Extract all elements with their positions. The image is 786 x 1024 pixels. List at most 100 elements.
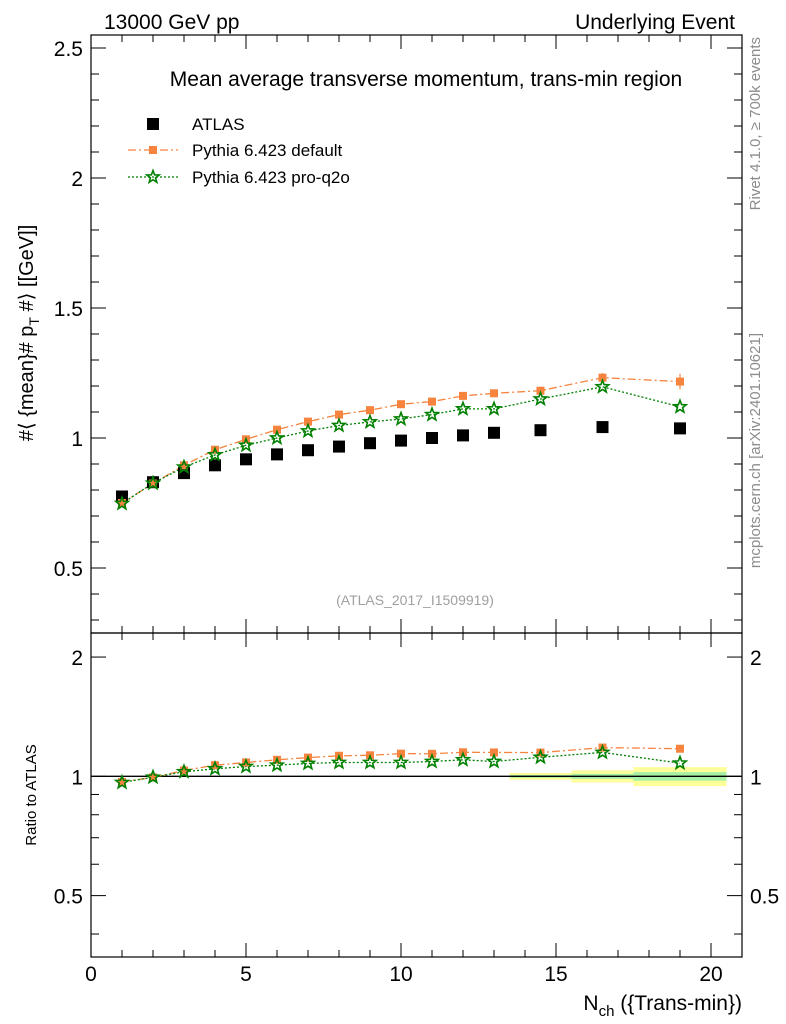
pythia-proq2o-point: [237, 436, 255, 453]
atlas-data-point: [534, 424, 547, 437]
series-line-1: [121, 377, 681, 504]
atlas-data-point: [488, 426, 500, 439]
x-tick-label: 20: [699, 963, 722, 986]
pythia-proq2o-point: [392, 753, 410, 770]
pythia-default-point: [598, 373, 607, 382]
pythia-proq2o-point: [594, 377, 611, 394]
main-y-tick-label: 1.5: [54, 298, 83, 321]
pythia-default-point: [149, 773, 157, 782]
pythia-default-point: [397, 749, 405, 758]
pythia-proq2o-point: [206, 759, 224, 776]
pythia-default-point: [304, 417, 312, 426]
pythia-proq2o-point: [423, 405, 441, 422]
pythia-proq2o-point: [144, 474, 162, 491]
x-tick-label: 10: [389, 963, 412, 986]
pythia-proq2o-point: [361, 413, 379, 429]
rivet-label: Rivet 4.1.0, ≥ 700k events: [747, 37, 764, 210]
pythia-proq2o-point: [423, 752, 441, 769]
process-label: Underlying Event: [575, 11, 735, 34]
pythia-proq2o-point: [268, 756, 286, 773]
y-label-tail: #⟩ [[GeV]]: [16, 225, 38, 317]
legend-entry-label: ATLAS: [192, 115, 245, 134]
atlas-data-point: [364, 437, 376, 450]
ratio-axis-ticks: 0 5 10 15 20 0.5 0.5 1 1 2 2: [54, 633, 779, 986]
pythia-default-point: [180, 461, 188, 470]
ratio-y-tick-label-right: 2: [750, 647, 762, 670]
y-label-subscript: T: [26, 317, 42, 326]
pythia-proq2o-point: [299, 422, 317, 439]
legend: ATLAS Pythia 6.423 default Pythia 6.423 pr…: [128, 115, 350, 187]
pythia-default-point: [149, 146, 157, 154]
pythia-proq2o-point: [268, 429, 286, 446]
pythia-proq2o-point: [144, 768, 162, 785]
pythia-default-point: [366, 406, 374, 415]
main-y-tick-label: 1: [71, 428, 83, 451]
ratio-y-axis-label: Ratio to ATLAS: [23, 744, 40, 845]
pythia-proq2o-point: [532, 748, 549, 765]
atlas-data-point: [240, 453, 252, 466]
ratio-series-line-1: [121, 751, 681, 784]
main-y-tick-label: 0.5: [54, 558, 83, 581]
energy-label: 13000 GeV pp: [104, 11, 239, 34]
ratio-y-tick-label-right: 1: [750, 766, 762, 789]
pythia-proq2o-point: [175, 458, 193, 475]
pythia-proq2o-point: [361, 753, 379, 770]
ratio-plot-panel: 0 5 10 15 20 0.5 0.5 1 1 2 2 Ratio to ATLAS Nch ({…: [23, 632, 779, 1020]
atlas-data-point: [674, 422, 686, 435]
pythia-default-point: [676, 377, 684, 386]
x-label-tail: ({Trans-min}): [614, 992, 742, 1015]
ratio-y-tick-label: 0.5: [54, 886, 83, 909]
main-y-axis-label: #⟨ {mean}# pT #⟩ [[GeV]]: [16, 225, 42, 442]
ratio-y-tick-label-right: 0.5: [750, 886, 779, 909]
atlas-data-point: [147, 118, 159, 130]
pythia-default-point: [149, 479, 157, 488]
x-axis-label: Nch ({Trans-min}): [583, 992, 742, 1020]
atlas-data-point: [333, 440, 345, 453]
mcplots-label: mcplots.cern.ch [arXiv:2401.10621]: [747, 333, 764, 568]
x-tick-label: 15: [544, 963, 567, 986]
pythia-default-point: [428, 397, 436, 406]
legend-entry-label: Pythia 6.423 default: [192, 141, 343, 160]
pythia-proq2o-point: [113, 494, 131, 511]
pythia-default-point: [211, 761, 219, 770]
ratio-y-tick-label: 2: [71, 647, 83, 670]
atlas-data-point: [302, 444, 314, 457]
pythia-proq2o-point: [532, 390, 549, 407]
pythia-proq2o-point: [594, 743, 611, 760]
main-data-marks: [113, 373, 689, 511]
pythia-default-point: [242, 758, 250, 767]
pythia-proq2o-point: [237, 757, 255, 774]
main-axis-ticks: 0.5 1 1.5 2 2.5: [54, 35, 743, 633]
ratio-frame: [90, 632, 743, 958]
pythia-default-point: [490, 748, 498, 757]
x-tick-label: 0: [85, 963, 97, 986]
series-line-2: [121, 386, 681, 505]
atlas-data-point: [395, 434, 407, 447]
plot-title: Mean average transverse momentum, trans-…: [170, 68, 682, 91]
pythia-default-point: [118, 777, 126, 786]
pythia-default-point: [490, 389, 498, 398]
pythia-proq2o-point: [299, 754, 317, 771]
pythia-proq2o-point: [485, 752, 503, 769]
main-y-tick-label: 2.5: [54, 38, 83, 61]
pythia-default-point: [397, 400, 405, 409]
pythia-default-point: [676, 744, 684, 753]
legend-entry-label: Pythia 6.423 pro-q2o: [192, 168, 350, 187]
atlas-data-point: [271, 448, 283, 461]
pythia-proq2o-point: [392, 410, 410, 427]
atlas-data-point: [209, 459, 221, 472]
x-label-subscript: ch: [599, 1003, 615, 1020]
x-label-main: N: [583, 992, 598, 1015]
pythia-default-point: [118, 499, 126, 507]
atlas-data-point: [596, 421, 609, 434]
y-label-main: #⟨ {mean}# p: [16, 326, 38, 442]
pythia-proq2o-point: [485, 400, 503, 416]
analysis-watermark: (ATLAS_2017_I1509919): [336, 592, 494, 608]
pythia-proq2o-point: [671, 754, 689, 771]
pythia-proq2o-point: [330, 753, 348, 770]
atlas-data-point: [457, 429, 469, 442]
pythia-proq2o-point: [175, 762, 193, 779]
main-frame: [90, 34, 743, 634]
main-y-tick-label: 2: [71, 168, 83, 191]
